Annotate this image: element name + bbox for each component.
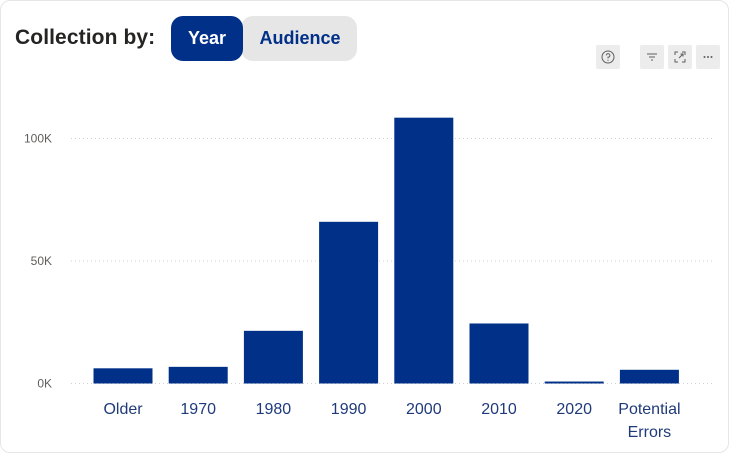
bar <box>243 330 303 384</box>
x-tick-label: 1990 <box>331 401 367 418</box>
y-tick-label: 50K <box>31 254 52 268</box>
collection-by-label: Collection by: <box>15 26 156 49</box>
x-tick-label: 1980 <box>256 401 292 418</box>
audience-toggle-button[interactable]: Audience <box>241 16 357 61</box>
x-tick-label: 2000 <box>406 401 442 418</box>
more-options-button[interactable] <box>696 45 720 69</box>
y-tick-label: 0K <box>37 377 52 391</box>
x-tick-label: 2020 <box>556 401 592 418</box>
more-options-icon <box>703 56 713 58</box>
x-tick-label: 1970 <box>180 401 216 418</box>
filter-icon <box>647 53 657 61</box>
bar <box>93 368 153 384</box>
y-tick-label: 100K <box>24 132 52 146</box>
x-tick-label: Older <box>103 401 143 418</box>
focus-mode-button[interactable] <box>668 45 692 69</box>
bar <box>394 117 454 384</box>
bar <box>469 323 529 384</box>
bar <box>319 221 379 384</box>
focus-mode-icon <box>674 51 686 63</box>
bar <box>544 381 604 384</box>
help-button[interactable] <box>596 45 620 69</box>
bar <box>619 369 679 384</box>
bar <box>168 366 228 384</box>
help-icon <box>601 50 615 64</box>
year-toggle-button[interactable]: Year <box>171 16 243 61</box>
x-tick-label: Potential Errors <box>618 401 680 441</box>
filter-button[interactable] <box>640 45 664 69</box>
x-tick-label: 2010 <box>481 401 517 418</box>
